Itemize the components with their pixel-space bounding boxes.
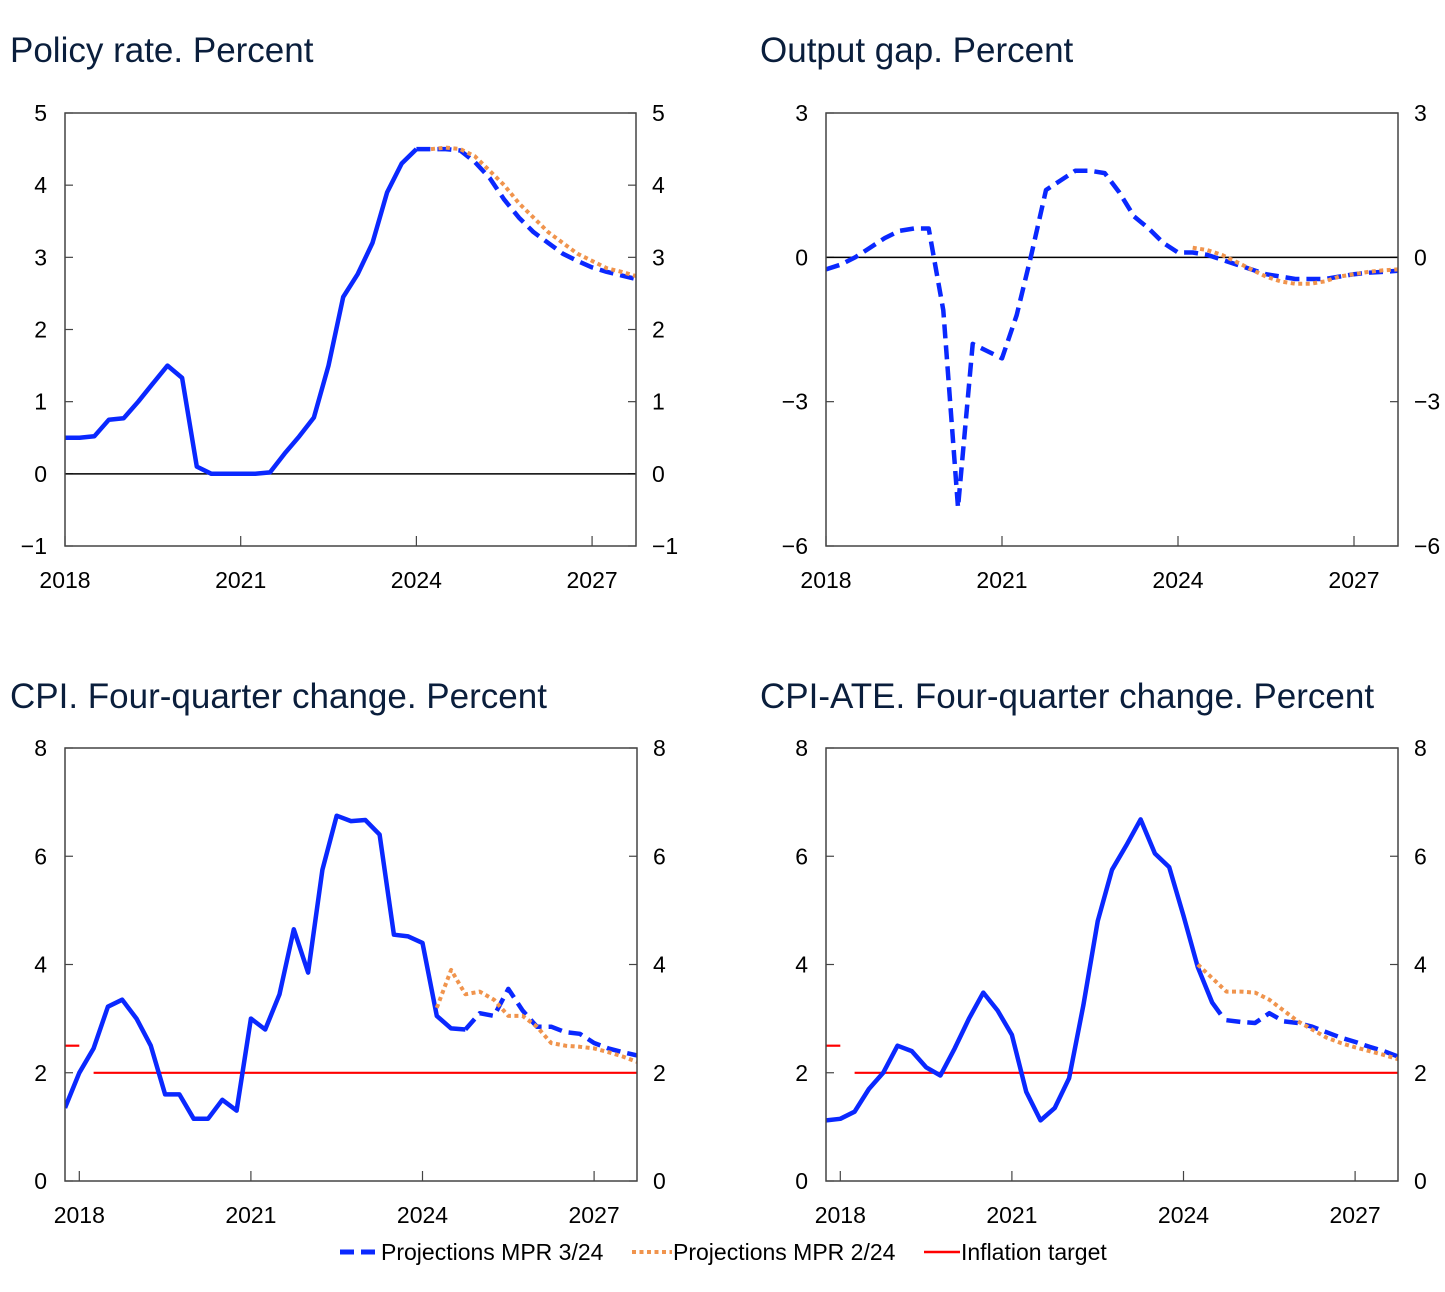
y-tick-label-right: 0 bbox=[652, 461, 665, 487]
chart-panel-2: Output gap. Percent −6 −6 −3 −3 0 0 3 3 2018 2021 2… bbox=[760, 31, 1440, 593]
x-tick-label: 2018 bbox=[815, 1202, 866, 1228]
y-tick-label-left: 2 bbox=[34, 1060, 47, 1086]
series-line-projections-mpr-2-24 bbox=[430, 145, 636, 279]
legend-label: Inflation target bbox=[961, 1239, 1107, 1265]
x-tick-label: 2018 bbox=[800, 567, 851, 593]
y-tick-label-right: 0 bbox=[653, 1168, 666, 1194]
y-tick-label-left: 6 bbox=[795, 843, 808, 869]
chart-title: Output gap. Percent bbox=[760, 31, 1074, 70]
plot-frame bbox=[64, 112, 637, 547]
x-tick-label: 2027 bbox=[1330, 1202, 1381, 1228]
plot-frame bbox=[64, 747, 638, 1182]
series-line-projections-mpr-3-24 bbox=[463, 986, 637, 1058]
y-tick-label-right: 4 bbox=[653, 952, 666, 978]
y-tick-label-left: 3 bbox=[34, 244, 47, 270]
chart-panel-3: CPI. Four-quarter change. Percent 0 0 2 2 4 4 6… bbox=[10, 677, 666, 1228]
x-tick-label: 2018 bbox=[39, 567, 90, 593]
chart-title: Policy rate. Percent bbox=[10, 31, 314, 70]
y-tick-label-right: 3 bbox=[1414, 100, 1427, 126]
plot-frame bbox=[825, 112, 1399, 547]
y-tick-label-right: 6 bbox=[653, 843, 666, 869]
y-tick-label-left: 0 bbox=[795, 1168, 808, 1194]
y-tick-label-left: 1 bbox=[34, 389, 47, 415]
y-tick-label-left: −1 bbox=[21, 533, 47, 559]
y-tick-label-right: 4 bbox=[1414, 952, 1427, 978]
plot-frame bbox=[825, 747, 1399, 1182]
y-tick-label-left: −3 bbox=[782, 389, 808, 415]
y-tick-label-right: 3 bbox=[652, 244, 665, 270]
chart-title: CPI. Four-quarter change. Percent bbox=[10, 677, 547, 716]
series-line-projections-mpr-2-24 bbox=[434, 967, 637, 1064]
x-tick-label: 2024 bbox=[1152, 567, 1203, 593]
legend-label: Projections MPR 3/24 bbox=[381, 1239, 604, 1265]
y-tick-label-left: 0 bbox=[34, 461, 47, 487]
y-tick-label-right: −1 bbox=[652, 533, 678, 559]
x-tick-label: 2024 bbox=[397, 1202, 448, 1228]
y-tick-label-left: 2 bbox=[34, 317, 47, 343]
y-tick-label-right: 6 bbox=[1414, 843, 1427, 869]
y-tick-label-right: 2 bbox=[652, 317, 665, 343]
chart-panel-1: Policy rate. Percent −1 −1 0 0 1 1 2 2 3 3 4 4 5 5 2018… bbox=[10, 31, 678, 593]
y-tick-label-left: −6 bbox=[782, 533, 808, 559]
x-tick-label: 2024 bbox=[391, 567, 442, 593]
y-tick-label-right: 2 bbox=[653, 1060, 666, 1086]
series-line-projections-mpr-3-24 bbox=[826, 168, 1398, 510]
series-line-historical bbox=[65, 813, 466, 1122]
y-tick-label-right: −6 bbox=[1414, 533, 1440, 559]
x-tick-label: 2027 bbox=[566, 567, 617, 593]
y-tick-label-left: 6 bbox=[34, 843, 47, 869]
y-tick-label-left: 3 bbox=[795, 100, 808, 126]
x-tick-label: 2021 bbox=[215, 567, 266, 593]
y-tick-label-right: 1 bbox=[652, 389, 665, 415]
y-tick-label-left: 8 bbox=[795, 735, 808, 761]
y-tick-label-left: 0 bbox=[795, 244, 808, 270]
x-tick-label: 2027 bbox=[569, 1202, 620, 1228]
x-tick-label: 2021 bbox=[986, 1202, 1037, 1228]
y-tick-label-left: 4 bbox=[34, 172, 47, 198]
y-tick-label-right: 2 bbox=[1414, 1060, 1427, 1086]
y-tick-label-left: 2 bbox=[795, 1060, 808, 1086]
series-line-projections-mpr-3-24 bbox=[1226, 1010, 1398, 1059]
y-tick-label-right: 8 bbox=[1414, 735, 1427, 761]
x-tick-label: 2021 bbox=[976, 567, 1027, 593]
chart-title: CPI-ATE. Four-quarter change. Percent bbox=[760, 677, 1374, 716]
y-tick-label-right: −3 bbox=[1414, 389, 1440, 415]
y-tick-label-left: 4 bbox=[34, 952, 47, 978]
y-tick-label-left: 8 bbox=[34, 735, 47, 761]
y-tick-label-left: 5 bbox=[34, 100, 47, 126]
y-tick-label-left: 0 bbox=[34, 1168, 47, 1194]
y-tick-label-right: 4 bbox=[652, 172, 665, 198]
y-tick-label-right: 5 bbox=[652, 100, 665, 126]
x-tick-label: 2021 bbox=[225, 1202, 276, 1228]
series-line-projections-mpr-3-24 bbox=[416, 146, 636, 282]
x-tick-label: 2024 bbox=[1158, 1202, 1209, 1228]
series-line-historical bbox=[826, 817, 1223, 1123]
x-tick-label: 2018 bbox=[54, 1202, 105, 1228]
legend: Projections MPR 3/24 Projections MPR 2/24… bbox=[340, 1239, 1107, 1265]
y-tick-label-right: 0 bbox=[1414, 1168, 1427, 1194]
y-tick-label-left: 4 bbox=[795, 952, 808, 978]
series-line-historical bbox=[65, 147, 418, 477]
y-tick-label-right: 8 bbox=[653, 735, 666, 761]
y-tick-label-right: 0 bbox=[1414, 244, 1427, 270]
x-tick-label: 2027 bbox=[1328, 567, 1379, 593]
legend-label: Projections MPR 2/24 bbox=[673, 1239, 896, 1265]
